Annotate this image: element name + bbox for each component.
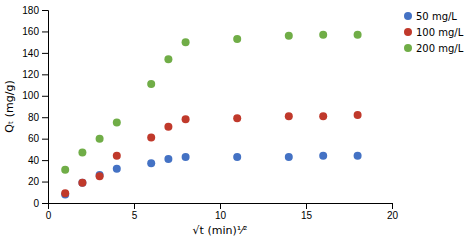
x-tick-mark bbox=[134, 203, 135, 209]
point bbox=[61, 166, 69, 174]
legend-swatch bbox=[404, 44, 412, 52]
legend-label: 100 mg/L bbox=[416, 27, 464, 38]
point bbox=[285, 112, 293, 120]
point bbox=[78, 179, 86, 187]
series bbox=[61, 111, 361, 197]
y-axis-title: Qₜ (mg/g) bbox=[3, 80, 16, 132]
y-tick: 80 bbox=[28, 112, 48, 123]
point bbox=[182, 38, 190, 46]
x-tick: 15 bbox=[301, 203, 313, 221]
y-tick: 60 bbox=[28, 133, 48, 144]
legend-item: 50 mg/L bbox=[404, 11, 457, 22]
x-tick: 5 bbox=[132, 203, 138, 221]
point bbox=[96, 172, 104, 180]
x-tick-mark bbox=[392, 203, 393, 209]
series bbox=[61, 152, 361, 199]
point bbox=[233, 35, 241, 43]
point bbox=[164, 155, 172, 163]
y-tick-label: 120 bbox=[22, 69, 39, 80]
point bbox=[233, 153, 241, 161]
legend-item: 200 mg/L bbox=[404, 43, 464, 54]
series bbox=[61, 31, 361, 174]
x-tick-label: 20 bbox=[387, 210, 399, 221]
y-tick-label: 80 bbox=[28, 112, 40, 123]
y-tick-label: 40 bbox=[28, 155, 40, 166]
y-tick: 160 bbox=[22, 26, 48, 37]
x-tick-mark bbox=[306, 203, 307, 209]
x-tick-label: 15 bbox=[301, 210, 313, 221]
point bbox=[147, 134, 155, 142]
y-tick-label: 60 bbox=[28, 133, 40, 144]
y-tick-label: 0 bbox=[33, 198, 39, 209]
point bbox=[78, 149, 86, 157]
point bbox=[78, 179, 86, 187]
point bbox=[113, 119, 121, 127]
y-tick-label: 100 bbox=[22, 90, 39, 101]
point bbox=[113, 152, 121, 160]
point bbox=[319, 152, 327, 160]
legend: 50 mg/L 100 mg/L 200 mg/L bbox=[404, 11, 464, 54]
point bbox=[182, 115, 190, 123]
point bbox=[164, 55, 172, 63]
x-tick-label: 5 bbox=[132, 210, 138, 221]
y-tick-label: 20 bbox=[28, 176, 40, 187]
y-tick-mark bbox=[42, 182, 48, 183]
legend-swatch bbox=[404, 28, 412, 36]
y-axis: 0 20 40 60 80 100 120 140 160 180 bbox=[22, 5, 48, 209]
x-axis-title: √t (min)¹⁄² bbox=[193, 224, 248, 237]
point bbox=[285, 153, 293, 161]
legend-label: 200 mg/L bbox=[416, 43, 464, 54]
y-tick-mark bbox=[42, 117, 48, 118]
y-tick-mark bbox=[42, 31, 48, 32]
point bbox=[61, 189, 69, 197]
x-axis-line bbox=[49, 204, 393, 210]
x-tick-label: 10 bbox=[215, 210, 227, 221]
y-axis-line bbox=[42, 11, 49, 204]
y-tick-mark bbox=[42, 10, 48, 11]
point bbox=[354, 152, 362, 160]
y-tick-mark bbox=[42, 203, 48, 204]
point bbox=[96, 135, 104, 143]
plot: 0 5 10 15 20 0 20 40 60 80 100 120 140 160 180 bbox=[22, 5, 398, 221]
y-tick-mark bbox=[42, 74, 48, 75]
y-tick: 120 bbox=[22, 69, 48, 80]
point bbox=[147, 159, 155, 167]
point bbox=[354, 31, 362, 39]
x-tick-mark bbox=[220, 203, 221, 209]
x-tick: 10 bbox=[215, 203, 227, 221]
point bbox=[147, 80, 155, 88]
y-tick: 180 bbox=[22, 5, 48, 16]
marks bbox=[61, 31, 361, 199]
y-tick-label: 140 bbox=[22, 48, 39, 59]
point bbox=[319, 31, 327, 39]
y-tick: 20 bbox=[28, 176, 48, 187]
point bbox=[354, 111, 362, 119]
y-tick: 100 bbox=[22, 90, 48, 101]
point bbox=[164, 123, 172, 131]
y-tick: 40 bbox=[28, 155, 48, 166]
x-axis: 0 5 10 15 20 bbox=[46, 203, 399, 221]
point bbox=[233, 114, 241, 122]
x-tick: 20 bbox=[387, 203, 399, 221]
y-tick-label: 180 bbox=[22, 5, 39, 16]
legend-label: 50 mg/L bbox=[416, 11, 457, 22]
y-tick: 0 bbox=[33, 198, 48, 209]
point bbox=[113, 165, 121, 173]
x-tick-label: 0 bbox=[46, 210, 52, 221]
y-tick-mark bbox=[42, 53, 48, 54]
y-tick-mark bbox=[42, 96, 48, 97]
chart: 0 5 10 15 20 0 20 40 60 80 100 120 140 160 180 √t (min)… bbox=[0, 0, 474, 239]
point bbox=[285, 32, 293, 40]
legend-item: 100 mg/L bbox=[404, 27, 464, 38]
legend-swatch bbox=[404, 12, 412, 20]
y-tick-mark bbox=[42, 139, 48, 140]
y-tick: 140 bbox=[22, 48, 48, 59]
point bbox=[182, 153, 190, 161]
point bbox=[319, 112, 327, 120]
y-tick-mark bbox=[42, 160, 48, 161]
x-tick: 0 bbox=[46, 203, 52, 221]
y-tick-label: 160 bbox=[22, 26, 39, 37]
